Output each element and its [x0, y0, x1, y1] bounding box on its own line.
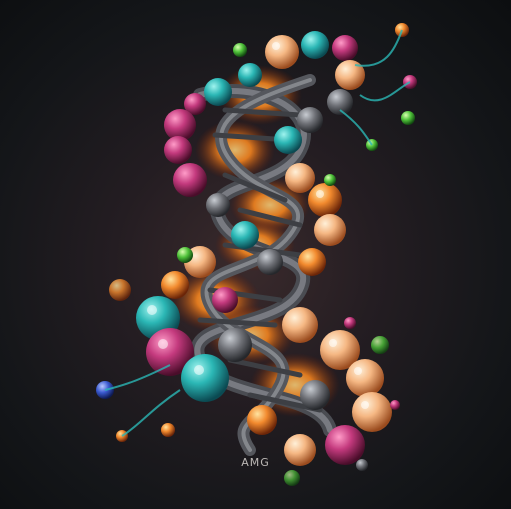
highlights — [147, 42, 369, 409]
nucleotide-spheres — [136, 31, 392, 466]
floating-particles — [96, 23, 417, 486]
artist-signature: AMG — [241, 456, 270, 469]
tendrils — [104, 29, 411, 437]
